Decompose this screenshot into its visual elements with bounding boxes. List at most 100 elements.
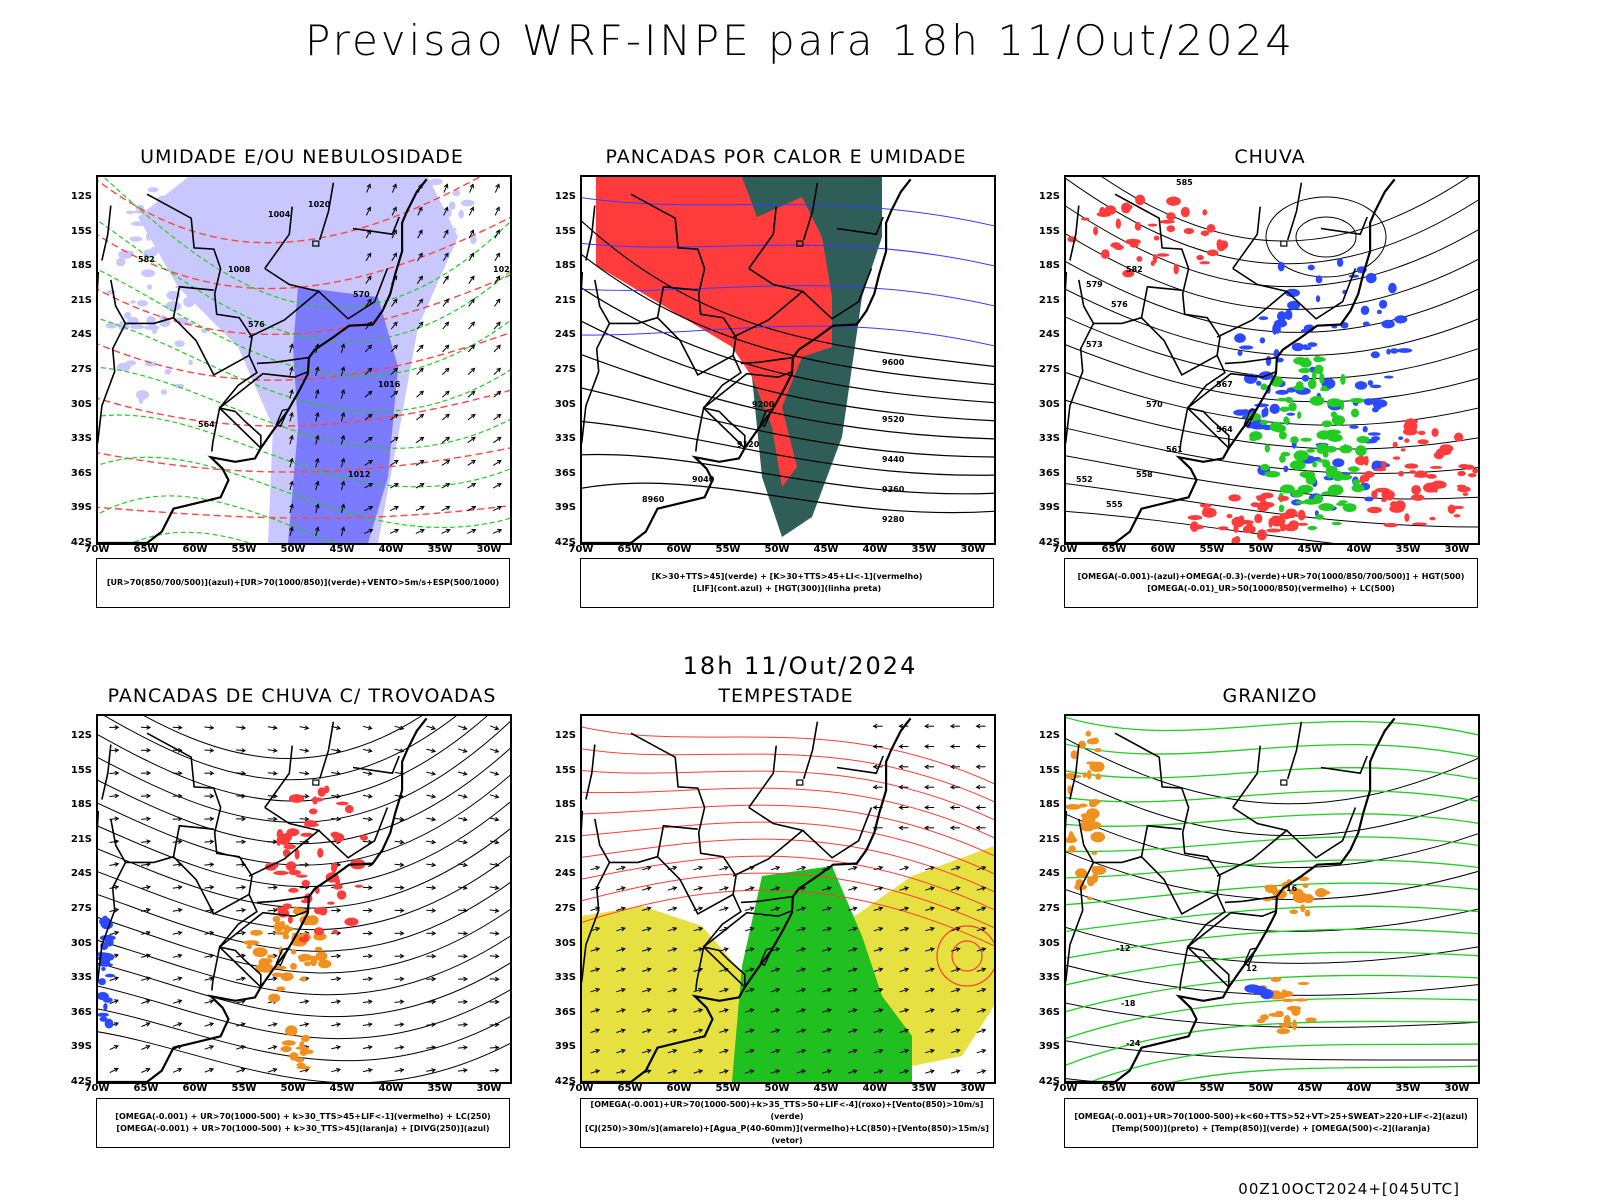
lat-tick-label: 42S xyxy=(1038,1076,1060,1087)
contour-label: 1012 xyxy=(348,470,370,479)
lon-tick-label: 45W xyxy=(813,1083,839,1094)
run-info-footer: 00Z10OCT2024+[045UTC] xyxy=(1238,1180,1460,1198)
wind-vectors xyxy=(590,723,987,1074)
lagoon xyxy=(759,947,774,967)
contour-label: 582 xyxy=(1126,265,1143,274)
lat-tick-label: 42S xyxy=(70,1076,92,1087)
contour-label: 579 xyxy=(1086,280,1103,289)
state-border xyxy=(1186,355,1226,409)
lat-tick-label: 24S xyxy=(70,329,92,341)
omega-green-area xyxy=(1246,355,1370,531)
legend-tempestade: [OMEGA(-0.001)+UR>70(1000-500)+k>35_TTS>… xyxy=(580,1098,994,1148)
state-border xyxy=(1140,824,1218,915)
lon-tick-label: 55W xyxy=(715,1083,741,1094)
lagoon xyxy=(275,947,290,967)
state-border xyxy=(703,407,746,449)
state-border xyxy=(1114,193,1221,356)
lat-tick-label: 15S xyxy=(554,764,576,776)
lon-tick-label: 55W xyxy=(231,1083,257,1094)
lon-tick-label: 55W xyxy=(1199,544,1225,555)
lon-tick-label: 40W xyxy=(862,544,888,555)
state-border xyxy=(585,205,596,261)
state-border xyxy=(98,862,127,984)
state-border xyxy=(146,732,253,895)
state-border xyxy=(703,909,794,948)
lon-tick-label: 70W xyxy=(568,544,594,555)
lat-tick-label: 15S xyxy=(70,225,92,237)
temp500-contours xyxy=(1066,738,1478,1082)
lat-tick-label: 21S xyxy=(1038,833,1060,845)
state-border xyxy=(656,285,734,376)
lon-tick-label: 50W xyxy=(1248,544,1274,555)
lon-tick-label: 35W xyxy=(911,544,937,555)
state-border xyxy=(740,895,793,904)
state-border xyxy=(1069,744,1080,800)
lon-tick-label: 30W xyxy=(1444,1083,1470,1094)
federal-district xyxy=(1280,779,1288,786)
state-border xyxy=(211,406,262,452)
lon-tick-label: 60W xyxy=(666,1083,692,1094)
contour-label: 570 xyxy=(353,290,370,299)
state-border xyxy=(110,818,174,864)
map-granizo: -12 -18 -24 16 12 xyxy=(1064,714,1480,1084)
contour-label: 582 xyxy=(138,255,155,264)
lon-tick-label: 45W xyxy=(1297,1083,1323,1094)
lat-tick-label: 21S xyxy=(1038,294,1060,306)
lon-tick-label: 70W xyxy=(1052,1083,1078,1094)
lat-tick-label: 24S xyxy=(1038,868,1060,880)
lon-tick-label: 40W xyxy=(378,1083,404,1094)
lat-tick-label: 39S xyxy=(70,502,92,514)
contour-label: 9440 xyxy=(882,455,905,464)
state-border xyxy=(219,909,310,948)
state-border xyxy=(318,721,335,780)
state-border xyxy=(219,370,310,409)
lon-tick-label: 70W xyxy=(84,1083,110,1094)
map-tempestade xyxy=(580,714,996,1084)
map-umidade: 1004 1008 1012 1016 1020 1024 564 570 576 582 xyxy=(96,175,512,545)
basemap xyxy=(582,717,912,1082)
lon-tick-label: 35W xyxy=(1395,1083,1421,1094)
contour-label: 12 xyxy=(1246,964,1257,973)
state-border xyxy=(264,745,293,808)
lat-tick-label: 12S xyxy=(70,730,92,741)
state-border xyxy=(1187,946,1230,988)
state-border xyxy=(264,206,293,269)
panel-title-chuva: CHUVA xyxy=(1234,146,1306,168)
state-border xyxy=(802,721,819,780)
forecast-time-label: 18h 11/Out/2024 xyxy=(682,652,918,680)
lon-tick-label: 40W xyxy=(1346,1083,1372,1094)
lon-tick-label: 45W xyxy=(329,544,355,555)
state-border xyxy=(256,356,309,365)
state-border xyxy=(352,755,400,775)
state-border xyxy=(172,285,250,376)
lon-tick-label: 65W xyxy=(617,1083,643,1094)
state-border xyxy=(1069,205,1080,261)
contour-label: 9200 xyxy=(752,400,775,409)
state-border xyxy=(211,945,262,991)
lat-tick-label: 27S xyxy=(1038,903,1060,914)
lon-tick-label: 45W xyxy=(329,1083,355,1094)
panel-title-pancadas-calor: PANCADAS POR CALOR E UMIDADE xyxy=(605,146,967,168)
lon-tick-label: 65W xyxy=(1101,1083,1127,1094)
lon-tick-label: 70W xyxy=(1052,544,1078,555)
lat-tick-label: 27S xyxy=(554,903,576,914)
legend-line: [CJ(250)>30m/s](amarelo)+[Agua_P(40-60mm… xyxy=(585,1124,989,1145)
lat-tick-label: 39S xyxy=(1038,502,1060,514)
state-border xyxy=(1232,206,1261,269)
contour-label: 1020 xyxy=(308,200,331,209)
legend-chuva: [OMEGA(-0.001)-(azul)+OMEGA(-0.3)-(verde… xyxy=(1064,558,1478,608)
state-border xyxy=(802,807,873,859)
contour-label: 9600 xyxy=(882,358,905,367)
lat-tick-label: 12S xyxy=(1038,730,1060,741)
lat-tick-label: 24S xyxy=(554,329,576,341)
lat-tick-label: 39S xyxy=(70,1041,92,1053)
lat-tick-label: 30S xyxy=(70,937,92,949)
legend-line: [OMEGA(-0.001) + UR>70(1000-500) + k>30_… xyxy=(116,1124,490,1133)
state-border xyxy=(656,824,734,915)
state-border xyxy=(582,862,611,984)
state-border xyxy=(101,744,112,800)
contour-label: 576 xyxy=(1111,300,1128,309)
state-border xyxy=(1286,721,1303,780)
contour-label: -24 xyxy=(1126,1039,1141,1048)
lat-tick-label: 15S xyxy=(1038,764,1060,776)
